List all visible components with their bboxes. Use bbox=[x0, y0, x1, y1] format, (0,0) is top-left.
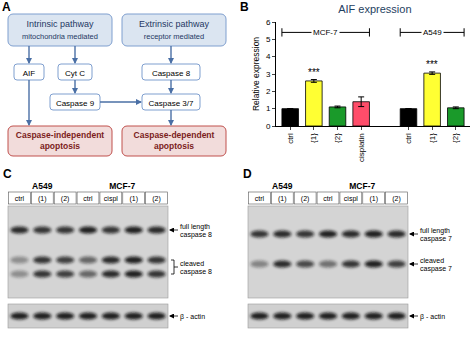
svg-text:β - actin: β - actin bbox=[180, 313, 205, 321]
svg-text:***: *** bbox=[426, 59, 438, 70]
svg-text:6: 6 bbox=[266, 18, 271, 27]
svg-text:full lengthcaspase 7: full lengthcaspase 7 bbox=[420, 227, 452, 243]
svg-text:mitochondria mediated: mitochondria mediated bbox=[22, 32, 98, 41]
svg-text:4: 4 bbox=[266, 52, 271, 61]
svg-text:ctrl: ctrl bbox=[83, 195, 93, 202]
svg-text:{1}: {1} bbox=[428, 133, 437, 143]
svg-text:{2}: {2} bbox=[333, 133, 342, 143]
svg-text:MCF-7: MCF-7 bbox=[109, 181, 135, 191]
svg-text:{1}: {1} bbox=[309, 133, 318, 143]
svg-text:0: 0 bbox=[266, 122, 271, 131]
svg-text:A549: A549 bbox=[272, 181, 293, 191]
svg-text:A: A bbox=[2, 0, 11, 14]
svg-text:Extrinsic pathway: Extrinsic pathway bbox=[139, 19, 210, 29]
svg-text:ctrl: ctrl bbox=[286, 133, 295, 144]
svg-text:Caspase 3/7: Caspase 3/7 bbox=[149, 99, 194, 108]
svg-text:***: *** bbox=[308, 67, 320, 78]
svg-text:cleavedcaspase 8: cleavedcaspase 8 bbox=[180, 260, 212, 276]
svg-text:cisplatin: cisplatin bbox=[357, 133, 366, 162]
svg-text:(2): (2) bbox=[392, 195, 401, 203]
svg-text:Caspase-independent: Caspase-independent bbox=[16, 130, 104, 140]
svg-text:(1): (1) bbox=[38, 195, 47, 203]
svg-text:ctrl: ctrl bbox=[323, 195, 333, 202]
svg-text:2: 2 bbox=[266, 87, 271, 96]
svg-text:B: B bbox=[240, 0, 249, 14]
svg-text:ctrl: ctrl bbox=[255, 195, 265, 202]
svg-text:Caspase 8: Caspase 8 bbox=[152, 69, 191, 78]
svg-text:A549: A549 bbox=[32, 181, 53, 191]
svg-text:MCF-7: MCF-7 bbox=[313, 28, 338, 37]
svg-text:Intrinsic pathway: Intrinsic pathway bbox=[26, 19, 94, 29]
svg-text:D: D bbox=[243, 167, 252, 181]
svg-text:C: C bbox=[3, 167, 12, 181]
svg-text:ctrl: ctrl bbox=[404, 133, 413, 144]
svg-text:(1): (1) bbox=[129, 195, 138, 203]
svg-text:apoptosis: apoptosis bbox=[40, 141, 80, 151]
svg-text:ctrl: ctrl bbox=[15, 195, 25, 202]
svg-text:1: 1 bbox=[266, 104, 271, 113]
svg-text:5: 5 bbox=[266, 35, 271, 44]
svg-text:Caspase 9: Caspase 9 bbox=[56, 99, 95, 108]
svg-text:β - actin: β - actin bbox=[420, 313, 445, 321]
svg-text:A549: A549 bbox=[423, 28, 442, 37]
svg-text:(1): (1) bbox=[369, 195, 378, 203]
svg-text:receptor mediated: receptor mediated bbox=[144, 32, 204, 41]
svg-text:MCF-7: MCF-7 bbox=[349, 181, 375, 191]
svg-text:cleavedcaspase 7: cleavedcaspase 7 bbox=[420, 257, 452, 273]
svg-text:3: 3 bbox=[266, 70, 271, 79]
svg-text:Cyt C: Cyt C bbox=[65, 69, 85, 78]
svg-text:(1): (1) bbox=[278, 195, 287, 203]
svg-text:cispl: cispl bbox=[104, 195, 118, 203]
svg-text:full lengthcaspase 8: full lengthcaspase 8 bbox=[180, 223, 212, 239]
svg-text:{2}: {2} bbox=[451, 133, 460, 143]
svg-text:(2): (2) bbox=[152, 195, 161, 203]
svg-text:(2): (2) bbox=[301, 195, 310, 203]
svg-text:Relative expression: Relative expression bbox=[251, 37, 261, 111]
svg-text:AIF expression: AIF expression bbox=[338, 3, 411, 15]
svg-text:apoptosis: apoptosis bbox=[154, 141, 194, 151]
svg-text:cispl: cispl bbox=[344, 195, 358, 203]
svg-text:AIF: AIF bbox=[23, 69, 36, 78]
svg-text:Caspase-dependent: Caspase-dependent bbox=[134, 130, 215, 140]
svg-text:(2): (2) bbox=[61, 195, 70, 203]
